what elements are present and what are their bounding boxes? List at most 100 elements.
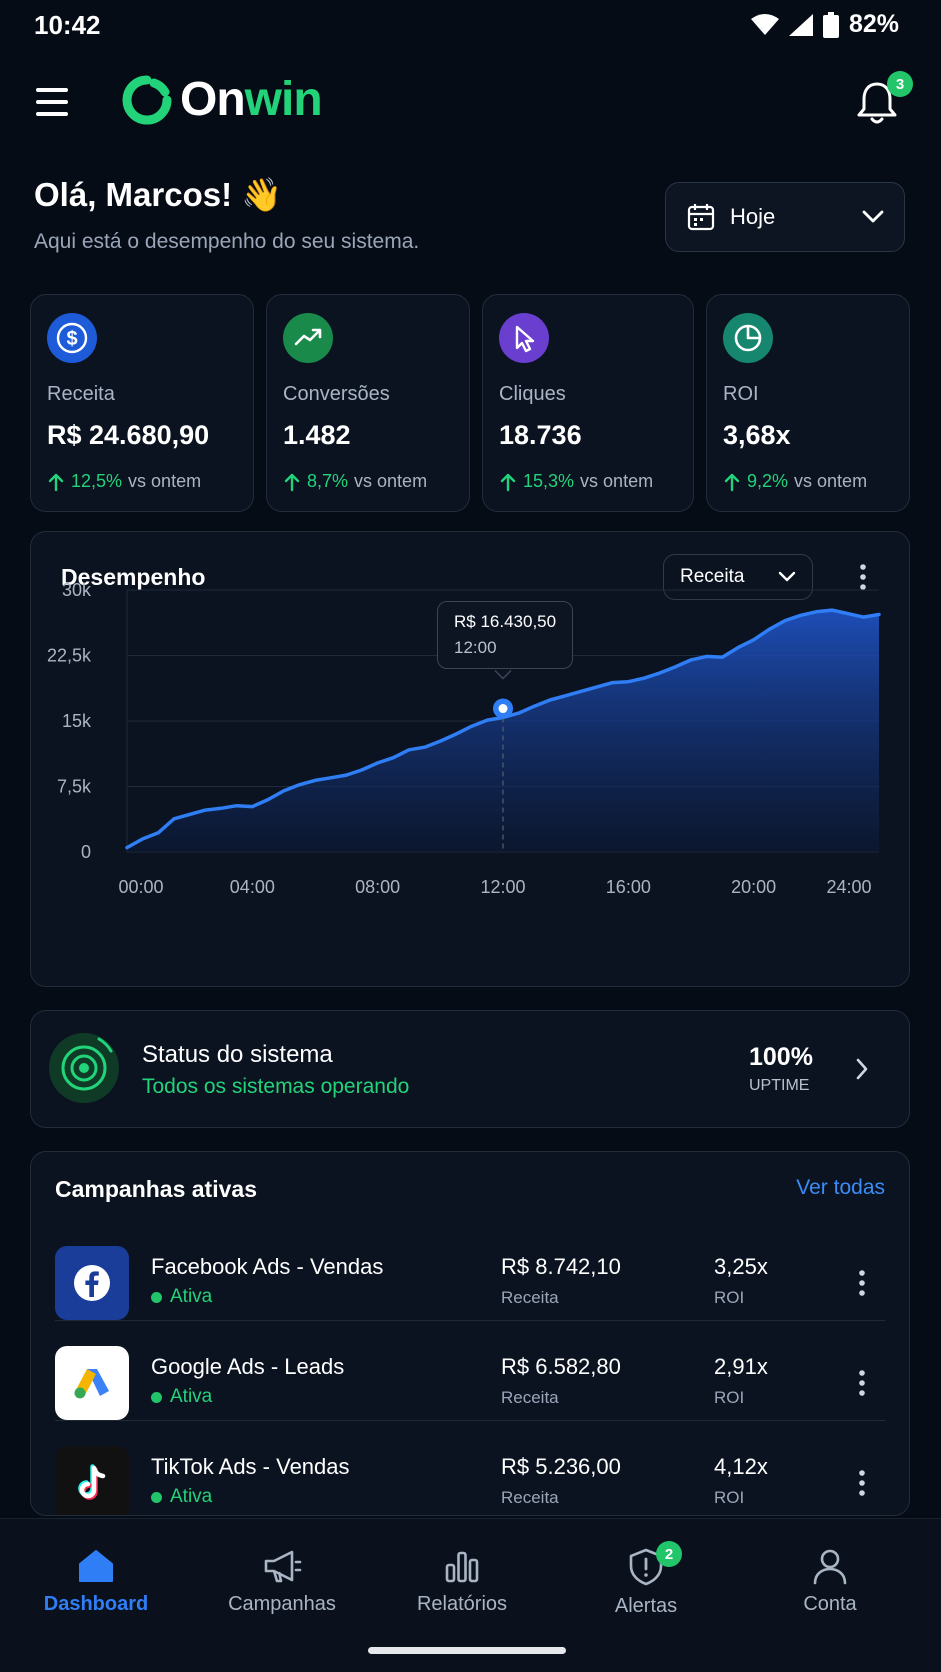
alert-badge: 2 — [656, 1541, 682, 1567]
kpi-card-receita[interactable]: $ Receita R$ 24.680,90 12,5% vs ontem — [30, 294, 254, 512]
menu-icon[interactable] — [30, 82, 74, 122]
brand-on: On — [180, 73, 246, 126]
y-tick-label: 30k — [62, 580, 92, 600]
campaign-revenue: R$ 6.582,80 — [501, 1354, 621, 1379]
dollar-icon: $ — [47, 313, 97, 363]
status-title: Status do sistema — [142, 1041, 333, 1068]
tiktok-icon — [55, 1446, 129, 1515]
cursor-icon — [499, 313, 549, 363]
kpi-delta-value: 9,2% — [747, 471, 789, 491]
kpi-card-cliques[interactable]: Cliques 18.736 15,3% vs ontem — [482, 294, 694, 512]
more-options-icon[interactable] — [855, 1468, 869, 1498]
nav-alertas[interactable]: Alertas 2 — [566, 1541, 726, 1618]
highlight-point-center — [498, 704, 508, 714]
x-tick-label: 16:00 — [606, 877, 651, 897]
kpi-value: 3,68x — [723, 420, 791, 450]
campaign-roi-label: ROI — [714, 1288, 745, 1307]
nav-conta[interactable]: Conta — [750, 1547, 910, 1616]
chevron-right-icon — [856, 1058, 868, 1080]
campaign-row[interactable]: Google Ads - Leads Ativa R$ 6.582,80 Rec… — [31, 1332, 909, 1432]
kpi-value: 1.482 — [283, 420, 351, 450]
system-status-card[interactable]: Status do sistema Todos os sistemas oper… — [30, 1010, 910, 1128]
campaign-name: Google Ads - Leads — [151, 1354, 345, 1379]
nav-label: Relatórios — [416, 1593, 508, 1615]
kpi-delta-label: vs ontem — [580, 471, 654, 491]
megaphone-icon — [264, 1550, 302, 1583]
bar-chart-icon — [445, 1551, 479, 1583]
campaign-status-text: Ativa — [170, 1386, 213, 1407]
bottom-navigation: Dashboard Campanhas Relatórios Alertas 2… — [0, 1518, 941, 1672]
date-filter-value: Hoje — [730, 204, 776, 229]
kpi-label: Cliques — [499, 383, 566, 405]
kpi-delta: 9,2% vs ontem — [723, 471, 893, 492]
google-ads-icon — [55, 1346, 129, 1420]
see-all-link[interactable]: Ver todas — [796, 1176, 885, 1199]
campaign-name: TikTok Ads - Vendas — [151, 1454, 350, 1479]
row-divider — [55, 1420, 885, 1421]
battery-icon — [822, 11, 839, 38]
campaign-revenue-label: Receita — [501, 1388, 559, 1407]
campaign-status: Ativa — [151, 1486, 212, 1508]
trend-up-icon — [283, 313, 333, 363]
revenue-chart[interactable]: 0 7,5k 15k 22,5k 30k 00:00 04:00 08:00 12:00 16:0… — [31, 532, 911, 988]
row-divider — [55, 1320, 885, 1321]
uptime-label: UPTIME — [749, 1077, 810, 1094]
kpi-label: ROI — [723, 383, 759, 405]
chevron-down-icon — [862, 210, 884, 223]
chart-tooltip: R$ 16.430,50 12:00 — [437, 600, 574, 669]
date-filter-dropdown[interactable]: Hoje — [665, 182, 905, 252]
kpi-delta-value: 12,5% — [71, 471, 123, 491]
more-options-icon[interactable] — [853, 562, 873, 592]
greeting-subtitle: Aqui está o desempenho do seu sistema. — [34, 230, 420, 253]
nav-campanhas[interactable]: Campanhas — [202, 1547, 362, 1616]
kpi-delta-label: vs ontem — [794, 471, 868, 491]
home-indicator[interactable] — [368, 1647, 566, 1654]
more-options-icon[interactable] — [855, 1268, 869, 1298]
y-tick-label: 0 — [81, 842, 91, 862]
nav-dashboard[interactable]: Dashboard — [16, 1547, 176, 1616]
tooltip-time: 12:00 — [454, 637, 497, 657]
calendar-icon — [687, 204, 715, 231]
status-time: 10:42 — [34, 10, 101, 40]
x-tick-label: 00:00 — [118, 877, 163, 897]
campaign-name: Facebook Ads - Vendas — [151, 1254, 384, 1279]
more-options-icon[interactable] — [855, 1368, 869, 1398]
nav-relatorios[interactable]: Relatórios — [382, 1547, 542, 1616]
battery-level: 82% — [848, 10, 899, 38]
performance-card: Desempenho Receita 0 7,5k 15k 22,5k 30k 00:00… — [30, 531, 910, 987]
kpi-delta-value: 8,7% — [307, 471, 349, 491]
metric-dropdown[interactable]: Receita — [663, 554, 813, 600]
brand-win: win — [244, 73, 323, 126]
svg-text:$: $ — [66, 328, 77, 350]
campaign-row[interactable]: TikTok Ads - Vendas Ativa R$ 5.236,00 Re… — [31, 1432, 909, 1515]
campaign-status-text: Ativa — [170, 1286, 213, 1307]
nav-label: Dashboard — [43, 1593, 149, 1615]
campaigns-title: Campanhas ativas — [55, 1176, 257, 1202]
campaign-revenue: R$ 5.236,00 — [501, 1454, 621, 1479]
kpi-delta-label: vs ontem — [128, 471, 202, 491]
tooltip-pointer — [494, 669, 512, 680]
y-tick-label: 7,5k — [57, 777, 92, 797]
y-tick-label: 15k — [62, 711, 92, 731]
wave-emoji: 👋 — [241, 176, 283, 213]
active-campaigns-card: Campanhas ativas Ver todas Facebook Ads … — [30, 1151, 910, 1516]
arrow-up-icon — [500, 473, 516, 491]
kpi-card-roi[interactable]: ROI 3,68x 9,2% vs ontem — [706, 294, 910, 512]
kpi-card-conversoes[interactable]: Conversões 1.482 8,7% vs ontem — [266, 294, 470, 512]
signal-icon — [788, 13, 813, 36]
chevron-down-icon — [778, 571, 796, 582]
nav-label: Alertas — [614, 1595, 678, 1617]
tooltip-value: R$ 16.430,50 — [454, 611, 557, 631]
metric-value: Receita — [680, 566, 745, 587]
kpi-label: Receita — [47, 383, 115, 405]
facebook-icon — [55, 1246, 129, 1320]
home-icon — [79, 1550, 113, 1582]
status-radar-icon — [49, 1033, 119, 1103]
kpi-value: 18.736 — [499, 420, 582, 450]
wifi-icon — [750, 13, 779, 35]
nav-label: Campanhas — [228, 1593, 336, 1615]
uptime-value: 100% — [749, 1043, 813, 1071]
campaign-row[interactable]: Facebook Ads - Vendas Ativa R$ 8.742,10 … — [31, 1232, 909, 1332]
bell-icon[interactable] — [853, 78, 901, 128]
x-tick-label: 08:00 — [355, 877, 400, 897]
